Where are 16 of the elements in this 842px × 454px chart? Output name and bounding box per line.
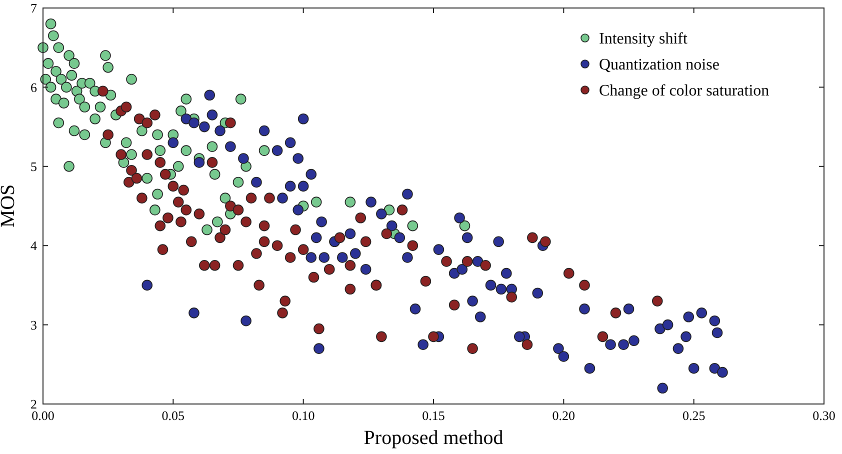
legend-label: Change of color saturation	[599, 82, 770, 100]
y-tick-label: 5	[30, 158, 37, 174]
x-tick-label: 0.05	[162, 408, 185, 423]
x-tick-label: 0.30	[812, 408, 836, 423]
x-tick-label: 0.20	[552, 408, 576, 423]
x-axis-title: Proposed method	[364, 427, 504, 449]
y-tick-label: 6	[30, 80, 38, 95]
x-tick-label: 0.10	[292, 408, 315, 423]
y-tick-label: 7	[30, 0, 38, 16]
y-axis-title: MOS	[0, 184, 19, 228]
y-tick-label: 3	[30, 317, 37, 332]
x-tick-label: 0.25	[682, 408, 706, 423]
y-tick-label: 4	[30, 238, 38, 254]
legend-label: Quantization noise	[599, 56, 720, 74]
legend-label: Intensity shift	[599, 30, 688, 48]
x-tick-label: 0.15	[422, 408, 445, 423]
